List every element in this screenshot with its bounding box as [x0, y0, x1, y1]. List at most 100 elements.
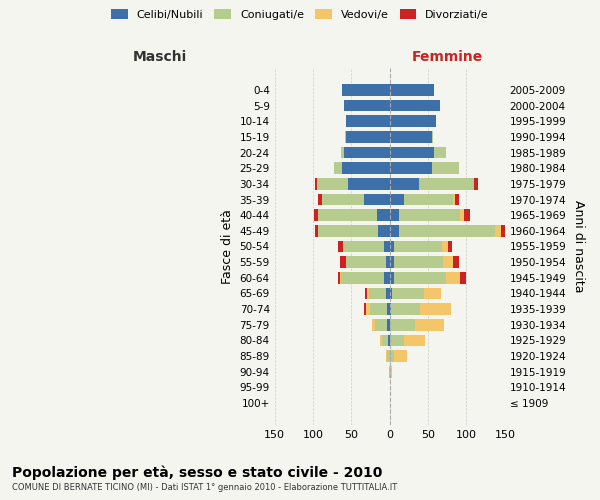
Bar: [338, 240, 343, 252]
Bar: [390, 366, 391, 378]
Bar: [390, 319, 391, 330]
Bar: [390, 194, 404, 205]
Bar: [370, 303, 386, 315]
Bar: [391, 303, 421, 315]
Bar: [399, 210, 460, 221]
Bar: [315, 178, 317, 190]
Bar: [394, 256, 443, 268]
Bar: [378, 225, 390, 236]
Bar: [424, 288, 441, 300]
Bar: [391, 366, 392, 378]
Bar: [343, 240, 383, 252]
Bar: [419, 178, 474, 190]
Bar: [342, 84, 390, 96]
Bar: [375, 319, 388, 330]
Bar: [340, 256, 346, 268]
Bar: [340, 272, 341, 283]
Bar: [390, 303, 391, 315]
Bar: [474, 178, 478, 190]
Bar: [442, 240, 448, 252]
Bar: [386, 350, 388, 362]
Bar: [390, 225, 399, 236]
Bar: [394, 272, 446, 283]
Bar: [389, 366, 390, 378]
Bar: [390, 288, 392, 300]
Bar: [390, 100, 440, 112]
Bar: [319, 225, 378, 236]
Bar: [390, 240, 394, 252]
Bar: [322, 194, 364, 205]
Text: Popolazione per età, sesso e stato civile - 2010: Popolazione per età, sesso e stato civil…: [12, 465, 382, 479]
Bar: [347, 178, 390, 190]
Text: COMUNE DI BERNATE TICINO (MI) - Dati ISTAT 1° gennaio 2010 - Elaborazione TUTTIT: COMUNE DI BERNATE TICINO (MI) - Dati IST…: [12, 482, 397, 492]
Y-axis label: Anni di nascita: Anni di nascita: [572, 200, 585, 292]
Bar: [388, 334, 390, 346]
Bar: [455, 194, 459, 205]
Bar: [460, 210, 464, 221]
Bar: [495, 225, 501, 236]
Bar: [382, 334, 388, 346]
Bar: [390, 382, 391, 393]
Bar: [432, 131, 433, 143]
Bar: [452, 256, 459, 268]
Bar: [366, 303, 370, 315]
Bar: [448, 240, 452, 252]
Bar: [390, 178, 419, 190]
Bar: [369, 288, 386, 300]
Bar: [338, 272, 340, 283]
Bar: [390, 334, 404, 346]
Text: Maschi: Maschi: [133, 50, 187, 64]
Bar: [345, 131, 346, 143]
Bar: [434, 146, 446, 158]
Bar: [334, 162, 342, 174]
Bar: [346, 116, 390, 127]
Bar: [390, 116, 436, 127]
Bar: [344, 146, 390, 158]
Bar: [501, 225, 507, 236]
Bar: [454, 194, 455, 205]
Legend: Celibi/Nubili, Coniugati/e, Vedovi/e, Divorziati/e: Celibi/Nubili, Coniugati/e, Vedovi/e, Di…: [108, 6, 492, 23]
Bar: [415, 319, 444, 330]
Bar: [390, 256, 394, 268]
Bar: [390, 84, 434, 96]
Text: Femmine: Femmine: [412, 50, 483, 64]
Bar: [383, 240, 390, 252]
Bar: [404, 194, 454, 205]
Bar: [317, 210, 377, 221]
Bar: [390, 272, 394, 283]
Bar: [388, 350, 390, 362]
Bar: [346, 256, 386, 268]
Bar: [317, 178, 347, 190]
Bar: [342, 162, 390, 174]
Bar: [386, 288, 390, 300]
Bar: [341, 272, 383, 283]
Bar: [377, 210, 390, 221]
Bar: [367, 288, 369, 300]
Bar: [390, 131, 432, 143]
Bar: [464, 210, 470, 221]
Bar: [390, 350, 394, 362]
Y-axis label: Fasce di età: Fasce di età: [221, 209, 234, 284]
Bar: [392, 288, 424, 300]
Bar: [446, 272, 460, 283]
Bar: [404, 334, 425, 346]
Bar: [364, 303, 366, 315]
Bar: [346, 131, 390, 143]
Bar: [372, 319, 375, 330]
Bar: [365, 288, 367, 300]
Bar: [314, 225, 319, 236]
Bar: [383, 272, 390, 283]
Bar: [314, 210, 317, 221]
Bar: [319, 194, 322, 205]
Bar: [443, 256, 452, 268]
Bar: [344, 100, 390, 112]
Bar: [390, 162, 432, 174]
Bar: [386, 256, 390, 268]
Bar: [390, 146, 434, 158]
Bar: [390, 210, 399, 221]
Bar: [388, 319, 390, 330]
Bar: [386, 303, 390, 315]
Bar: [421, 303, 451, 315]
Bar: [364, 194, 390, 205]
Bar: [341, 146, 344, 158]
